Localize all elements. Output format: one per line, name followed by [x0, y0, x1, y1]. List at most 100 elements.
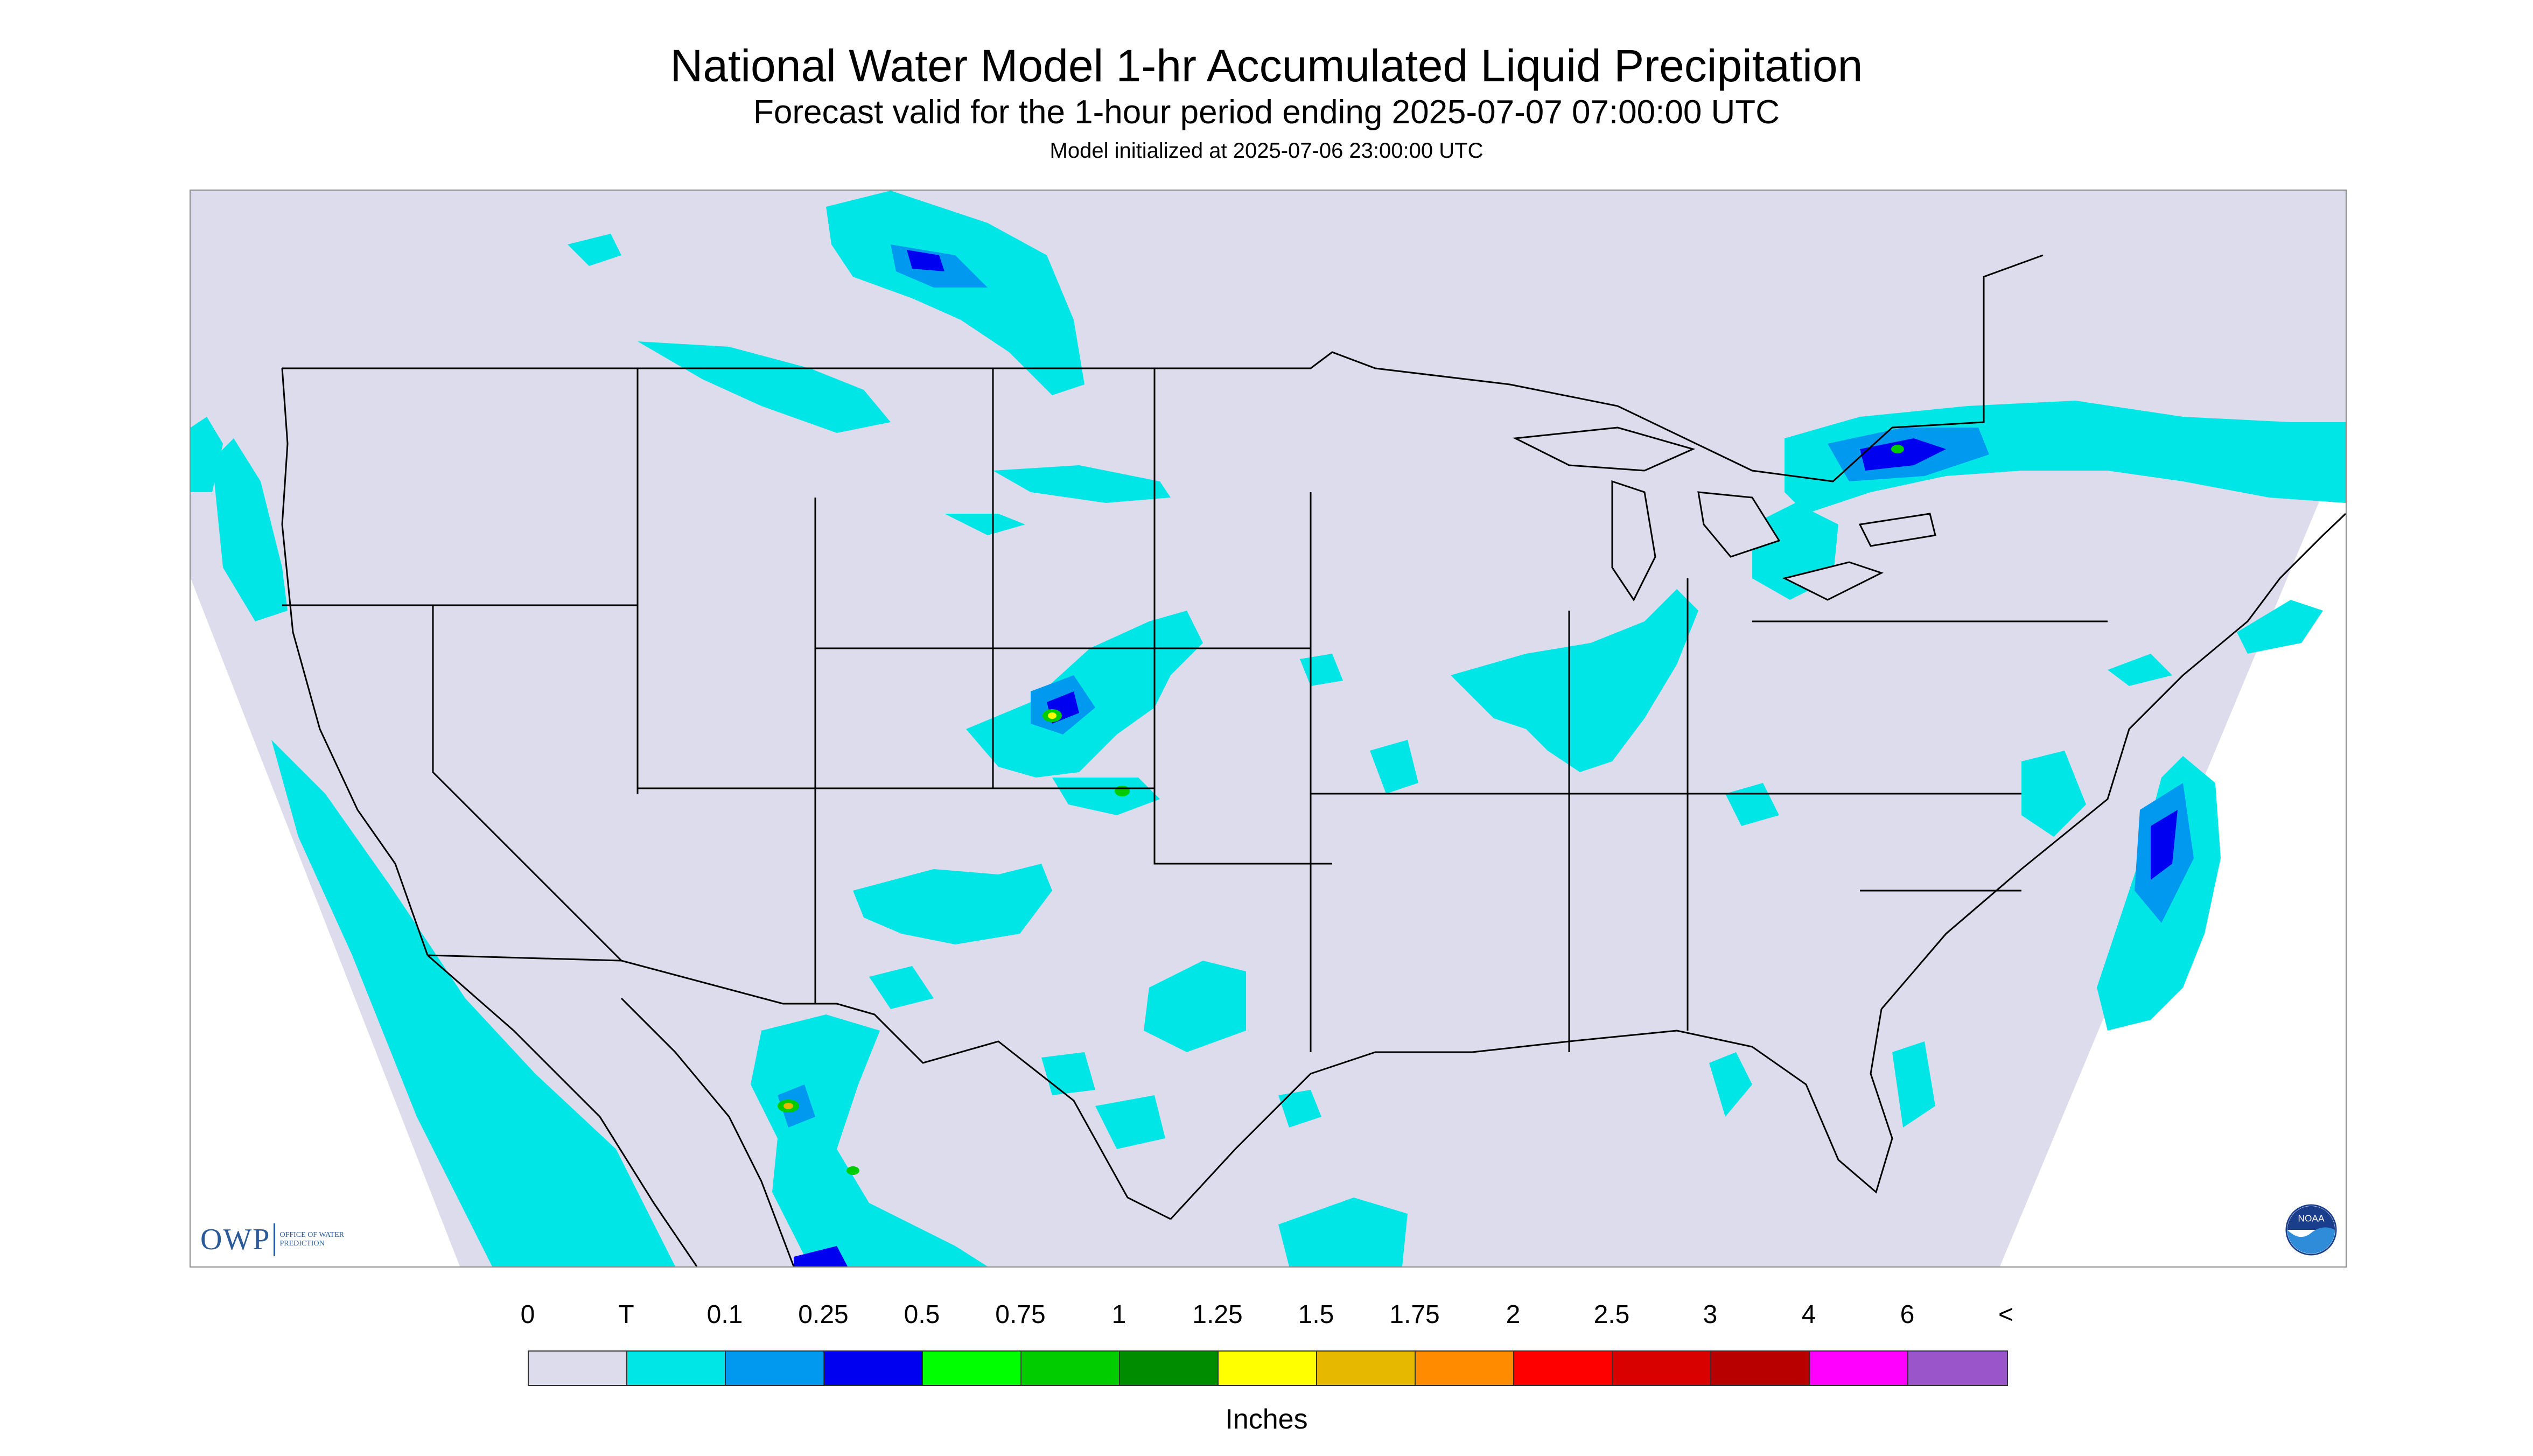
precip-carolina-heavy	[2151, 810, 2178, 880]
legend-swatch	[1613, 1352, 1711, 1385]
lake-ontario	[1858, 513, 1936, 547]
legend-swatch	[1711, 1352, 1810, 1385]
lake-huron	[1697, 491, 1781, 558]
us-west-coast	[281, 368, 429, 956]
noaa-logo-text: NOAA	[2298, 1213, 2325, 1224]
legend-tick-label: 1.25	[1192, 1300, 1243, 1329]
legend-labels: 0 T 0.1 0.25 0.5 0.75 1 1.25 1.5 1.75 2 2.5 3 4 6 <	[0, 1299, 2533, 1336]
precip-washington-coast	[212, 438, 288, 621]
noaa-logo-sky	[2287, 1206, 2335, 1230]
boundaries	[281, 254, 2346, 1266]
legend-swatch	[923, 1352, 1021, 1385]
legend-tick-label: 0.25	[798, 1300, 849, 1329]
precip-mexico-green	[846, 1166, 859, 1175]
east-coast	[1880, 513, 2346, 1010]
precip-florida-east	[1892, 1041, 1935, 1128]
legend-tick-label: 0	[520, 1300, 535, 1329]
legend-swatch	[1317, 1352, 1416, 1385]
precipitation-map	[190, 190, 2347, 1268]
precip-sd-small	[944, 514, 1025, 535]
state-line-ca-nv	[432, 605, 622, 962]
precip-pacific-coast	[271, 740, 675, 1266]
legend-tick-label: 2	[1506, 1300, 1521, 1329]
precip-virginia-cell	[2021, 751, 2086, 837]
precip-midwest	[1451, 589, 1698, 772]
legend-tick-label: 4	[1801, 1300, 1816, 1329]
precip-ontario-green	[1891, 445, 1904, 453]
noaa-logo: NOAA	[2285, 1204, 2337, 1256]
gulf-coast	[1170, 1009, 1893, 1220]
precip-nj-cell	[2108, 654, 2172, 686]
precip-kansas-yellow	[1048, 712, 1056, 719]
precip-sierra-gold	[783, 1103, 793, 1109]
precip-chihuahua	[869, 966, 934, 1009]
precip-texas-coast	[1278, 1090, 1321, 1128]
lake-erie	[1782, 561, 1884, 601]
noaa-logo-bird	[2287, 1227, 2335, 1254]
legend-swatch	[529, 1352, 627, 1385]
legend-tick-label: 0.75	[995, 1300, 1046, 1329]
precip-prairies-heavy	[907, 250, 944, 271]
legend-swatch	[1908, 1352, 2007, 1385]
gulf-of-california-coast	[620, 997, 795, 1266]
precip-mexico-heavy	[794, 1246, 848, 1266]
precip-ontario-heavy	[1860, 438, 1946, 471]
legend-tick-label: 1	[1111, 1300, 1126, 1329]
legend-swatch	[1416, 1352, 1514, 1385]
precip-dakotas	[993, 465, 1171, 503]
map-canvas	[191, 191, 2346, 1266]
precip-sierra-madre	[751, 1014, 988, 1266]
precip-ok-panhandle	[1052, 778, 1160, 815]
outside-domain-west	[191, 578, 460, 1266]
legend-swatch	[1021, 1352, 1120, 1385]
precip-arkansas-cell	[1370, 740, 1418, 794]
lake-superior	[1512, 426, 1696, 472]
legend-tick-label: 1.5	[1298, 1300, 1334, 1329]
precip-new-mexico	[853, 864, 1052, 944]
forecast-valid-subtitle: Forecast valid for the 1-hour period end…	[753, 94, 1780, 131]
legend-swatch	[1514, 1352, 1613, 1385]
precip-new-england	[2237, 600, 2323, 654]
legend-tick-label: 0.1	[706, 1300, 743, 1329]
precip-bc-cell	[568, 234, 621, 266]
legend-swatch	[726, 1352, 824, 1385]
precip-montana-north	[638, 341, 891, 433]
legend-tick-label: 6	[1900, 1300, 1915, 1329]
legend-tick-label: 0.5	[904, 1300, 940, 1329]
color-legend-bar	[528, 1350, 2008, 1386]
legend-swatch	[1120, 1352, 1219, 1385]
legend-swatch	[824, 1352, 923, 1385]
state-line-ks-mo	[1153, 368, 1332, 865]
precip-wa-west	[191, 417, 223, 492]
us-mexico-border	[427, 954, 1171, 1220]
precip-prairies-north	[826, 191, 1084, 395]
legend-tick-label: T	[618, 1300, 634, 1329]
legend-tick-label: 2.5	[1593, 1300, 1630, 1329]
owp-logo-subtext: Office of Water Prediction	[279, 1231, 344, 1248]
precip-west-texas	[1041, 1052, 1095, 1095]
precip-trace-areas	[191, 191, 2346, 1266]
precip-moderate-areas	[794, 250, 2178, 1266]
mexico-west-coast	[427, 954, 698, 1266]
lake-michigan	[1611, 480, 1656, 601]
legend-tick-label: <	[1998, 1300, 2014, 1329]
legend-units: Inches	[1225, 1404, 1308, 1435]
legend-tick-label: 3	[1703, 1300, 1718, 1329]
legend-swatch	[1219, 1352, 1317, 1385]
model-domain	[191, 191, 2346, 1266]
legend-tick-label: 1.75	[1389, 1300, 1440, 1329]
precip-ok-green	[1115, 786, 1130, 796]
us-canada-border	[282, 254, 2044, 482]
precip-south-texas	[1095, 1095, 1165, 1149]
legend-swatch	[1810, 1352, 1908, 1385]
precip-gulf-cell	[1278, 1198, 1408, 1266]
owp-logo-text: OWP	[200, 1223, 271, 1256]
precip-florida-cell	[1709, 1052, 1752, 1117]
owp-logo-divider	[274, 1223, 276, 1256]
precip-light-areas	[778, 244, 2194, 1128]
legend-swatch	[627, 1352, 726, 1385]
owp-logo: OWP Office of Water Prediction	[200, 1218, 349, 1261]
great-lakes	[1512, 426, 1936, 601]
precip-central-texas	[1144, 961, 1246, 1052]
model-init-line: Model initialized at 2025-07-06 23:00:00…	[1049, 139, 1484, 163]
